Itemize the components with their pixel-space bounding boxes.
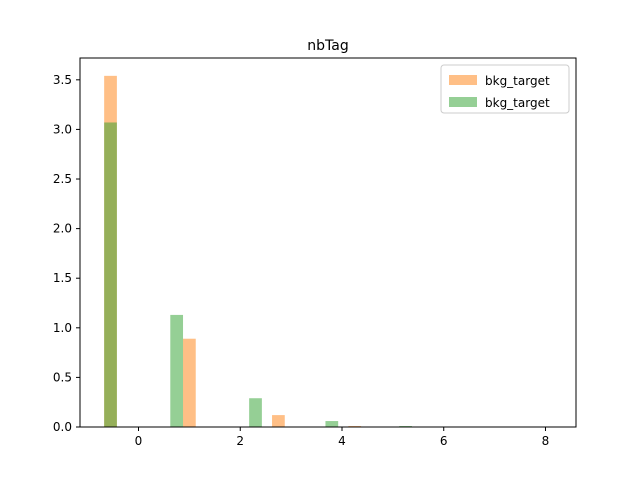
y-tick-label: 0.5 [53,370,72,384]
y-tick-label: 1.0 [53,321,72,335]
x-tick-label: 0 [135,434,143,448]
bar-series-1-3 [272,415,285,427]
x-tick-label: 2 [236,434,244,448]
y-tick-label: 3.5 [53,73,72,87]
x-tick-label: 6 [440,434,448,448]
axes-layer: 0 2 4 6 8 0.0 0.5 1.0 1.5 2.0 2.5 3.0 3.5 [53,73,549,448]
legend-label: bkg_target [485,96,550,110]
y-tick-label: 2.5 [53,172,72,186]
bar-series-2-4 [325,421,339,427]
bar-series-2-2 [170,314,184,427]
legend: bkg_target bkg_target [440,64,570,114]
bar-series-2-1 [104,122,117,427]
legend-swatch [449,97,477,107]
y-tick-label: 0.0 [53,420,72,434]
x-tick-label: 8 [542,434,550,448]
chart-title: nbTag [307,38,348,54]
bars-layer [104,75,412,427]
bar-series-2-3 [249,398,262,427]
y-tick-label: 3.0 [53,122,72,136]
x-tick-label: 4 [338,434,346,448]
y-tick-label: 1.5 [53,271,72,285]
plot-frame [79,57,577,428]
legend-swatch [449,75,477,85]
legend-label: bkg_target [485,74,550,88]
y-tick-label: 2.0 [53,222,72,236]
bar-series-1-2 [183,338,196,427]
